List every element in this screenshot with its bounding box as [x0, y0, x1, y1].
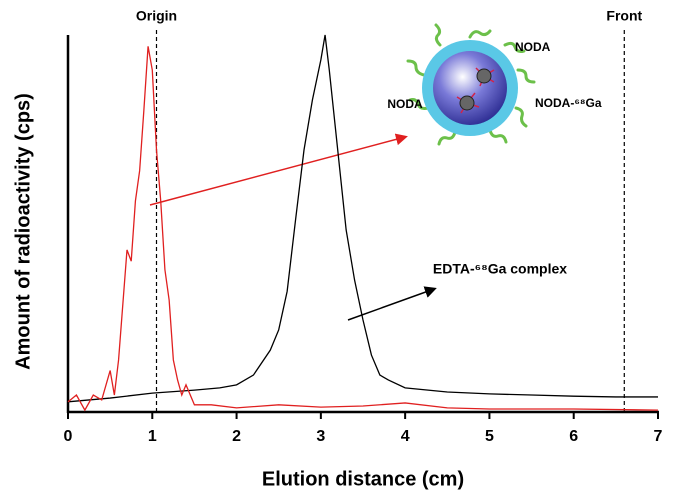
annotation: NODA: [515, 40, 551, 54]
annotation: NODA-⁶⁸Ga: [535, 96, 602, 110]
x-tick-label: 3: [316, 428, 325, 445]
x-tick-label: 1: [148, 428, 157, 445]
arrow: [149, 133, 408, 206]
data-line: [67, 46, 659, 412]
x-tick-label: 2: [232, 428, 241, 445]
annotation: NODA: [387, 97, 423, 111]
x-tick-label: 7: [654, 428, 663, 445]
data-line: [67, 34, 658, 403]
reference-label: Origin: [136, 8, 177, 24]
annotation: EDTA-⁶⁸Ga complex: [433, 261, 567, 277]
x-tick-label: 0: [64, 428, 73, 445]
nanoparticle-illustration: [406, 23, 536, 146]
reference-label: Front: [606, 8, 642, 24]
arrow: [347, 286, 437, 321]
x-tick-label: 6: [569, 428, 578, 445]
x-tick-label: 4: [401, 428, 410, 445]
x-tick-label: 5: [485, 428, 494, 445]
y-axis-label: Amount of radioactivity (cps): [12, 93, 34, 370]
x-axis-label: Elution distance (cm): [262, 468, 464, 490]
axes: [66, 35, 659, 414]
